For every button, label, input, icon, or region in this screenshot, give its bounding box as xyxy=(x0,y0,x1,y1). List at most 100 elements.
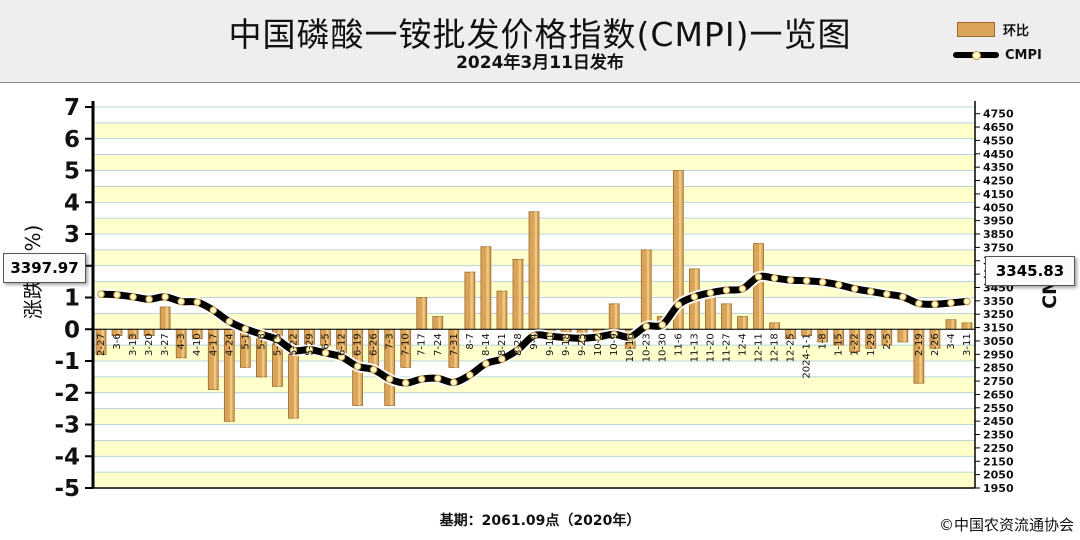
x-tick-label: 2-26 xyxy=(930,333,941,356)
cmpi-point xyxy=(578,334,586,343)
cmpi-point xyxy=(225,317,234,326)
x-tick-label: 5-8 xyxy=(256,333,267,349)
bar-highlight xyxy=(887,329,890,346)
x-tick-label: 11-27 xyxy=(721,333,732,362)
x-tick-label: 1-15 xyxy=(834,333,845,356)
cmpi-point xyxy=(97,290,105,298)
x-tick-label: 7-24 xyxy=(433,333,444,356)
chart-subtitle: 2024年3月11日发布 xyxy=(456,53,624,73)
background-band xyxy=(93,456,975,473)
bar xyxy=(496,290,508,330)
y2-tick-label: 2650 xyxy=(983,388,1014,401)
cmpi-point xyxy=(241,325,250,333)
y2-tick-label: 2950 xyxy=(983,348,1014,361)
y-tick-label: -5 xyxy=(54,476,80,502)
header-background xyxy=(0,0,1080,83)
bar xyxy=(897,328,909,343)
x-tick-label: 7-17 xyxy=(417,333,428,356)
cmpi-point xyxy=(642,322,651,331)
bar-highlight xyxy=(101,329,105,355)
cmpi-point xyxy=(706,289,715,297)
bar-highlight xyxy=(326,329,329,346)
x-tick-label: 8-28 xyxy=(513,333,524,356)
cmpi-point xyxy=(305,345,314,354)
y2-tick-label: 3150 xyxy=(983,322,1014,335)
x-tick-label: 4-3 xyxy=(176,333,187,349)
x-tick-label: 3-6 xyxy=(112,333,123,349)
y-tick-label: 5 xyxy=(64,159,80,185)
x-tick-label: 3-11 xyxy=(962,333,973,356)
x-tick-label: 5-15 xyxy=(272,333,283,356)
x-tick-label: 6-26 xyxy=(369,333,380,356)
background-band xyxy=(93,424,975,441)
bar xyxy=(753,243,764,330)
y2-tick-label: 1950 xyxy=(983,482,1014,495)
legend-bar-swatch xyxy=(957,21,995,37)
background-band xyxy=(93,202,975,219)
cmpi-point xyxy=(610,330,618,339)
x-tick-label: 7-10 xyxy=(401,333,412,356)
bar-highlight xyxy=(406,329,409,368)
bar-highlight xyxy=(839,329,842,346)
cmpi-point xyxy=(482,359,490,368)
x-tick-label: 6-19 xyxy=(353,333,364,356)
cmpi-point xyxy=(738,285,747,293)
background-band xyxy=(93,138,975,155)
y-tick-label: 0 xyxy=(64,317,80,343)
background-band xyxy=(93,361,975,377)
left-value-callout: 3397.97 xyxy=(3,253,86,283)
y-tick-label: -2 xyxy=(54,381,80,407)
bar xyxy=(432,316,444,330)
bar-highlight xyxy=(534,211,537,330)
y2-tick-label: 2250 xyxy=(983,442,1014,455)
bar-highlight xyxy=(518,259,521,330)
bar-highlight xyxy=(309,329,313,355)
bar-highlight xyxy=(759,243,762,330)
y-tick-label: 3 xyxy=(64,222,80,248)
y-tick-label: 4 xyxy=(64,190,80,216)
y-tick-label: 7 xyxy=(64,95,80,121)
bar-highlight xyxy=(502,291,505,330)
cmpi-point xyxy=(690,293,699,301)
cmpi-point xyxy=(899,293,907,301)
y2-tick-label: 4750 xyxy=(983,108,1014,121)
cmpi-point xyxy=(594,333,602,341)
x-tick-label: 8-7 xyxy=(465,333,476,349)
bar-highlight xyxy=(342,329,345,358)
cmpi-point xyxy=(546,332,554,341)
bar-highlight xyxy=(470,272,473,330)
bar-highlight xyxy=(261,329,265,377)
x-tick-label: 12-18 xyxy=(770,333,781,362)
x-tick-label: 9-11 xyxy=(545,333,556,356)
bar-highlight xyxy=(422,297,425,330)
x-tick-label: 5-22 xyxy=(288,333,299,356)
x-tick-labels: 2-27 3-6 3-13 3-20 3-27 4-3 4-10 4-17 4-24 5-1 5-8… xyxy=(96,333,973,378)
cmpi-point xyxy=(674,301,683,309)
y2-tick-label: 3250 xyxy=(983,308,1014,321)
bar-highlight xyxy=(454,329,457,368)
x-tick-label: 9-25 xyxy=(577,333,588,356)
bar-highlight xyxy=(855,329,858,352)
copyright-note: ©中国农资流通协会 xyxy=(938,516,1074,534)
cmpi-point xyxy=(353,362,362,371)
x-tick-label: 9-18 xyxy=(561,333,572,356)
x-tick-label: 3-13 xyxy=(128,333,139,356)
bar-highlight xyxy=(726,303,730,330)
x-tick-label: 10-16 xyxy=(625,333,636,362)
bar xyxy=(159,306,171,330)
x-tick-label: 6-5 xyxy=(321,333,332,349)
bar xyxy=(945,319,957,330)
bar-highlight xyxy=(293,329,297,419)
x-tick-label: 10-2 xyxy=(593,333,604,356)
y2-tick-label: 2850 xyxy=(983,362,1014,375)
bar-highlight xyxy=(486,246,489,330)
bar xyxy=(769,322,780,330)
cmpi-point xyxy=(626,333,635,341)
y2-tick-label: 3950 xyxy=(983,215,1014,228)
cmpi-point xyxy=(337,353,346,361)
line-series xyxy=(95,270,973,389)
y2-tick-label: 2350 xyxy=(983,429,1014,442)
bar-highlight xyxy=(117,329,121,336)
bar-highlight xyxy=(374,329,377,368)
bar-highlight xyxy=(871,329,874,349)
